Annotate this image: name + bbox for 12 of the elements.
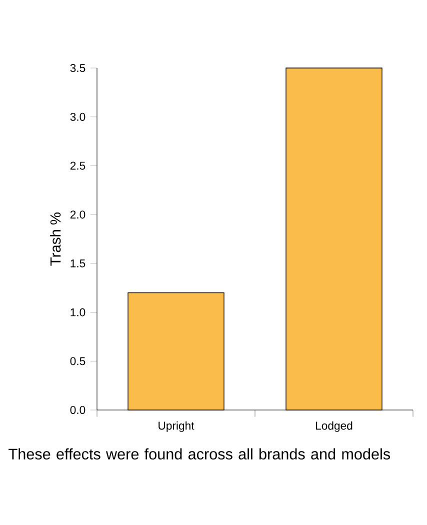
x-tick-label: Lodged xyxy=(316,421,352,432)
x-tick-label: Upright xyxy=(158,421,194,432)
y-tick-label: 1.0 xyxy=(70,308,86,316)
y-tick-label: 1.5 xyxy=(70,259,86,268)
text: These effects were found across all brands and models xyxy=(8,448,390,460)
y-tick-label: 3.5 xyxy=(70,64,86,72)
y-tick-label: 3.0 xyxy=(70,112,86,121)
y-tick-label: 0.5 xyxy=(70,357,86,366)
y-tick-label: 2.5 xyxy=(70,162,86,170)
y-tick-label: 2.0 xyxy=(70,210,86,219)
y-axis-title: Trash % xyxy=(50,212,61,266)
y-tick-label: 0.0 xyxy=(70,406,86,414)
